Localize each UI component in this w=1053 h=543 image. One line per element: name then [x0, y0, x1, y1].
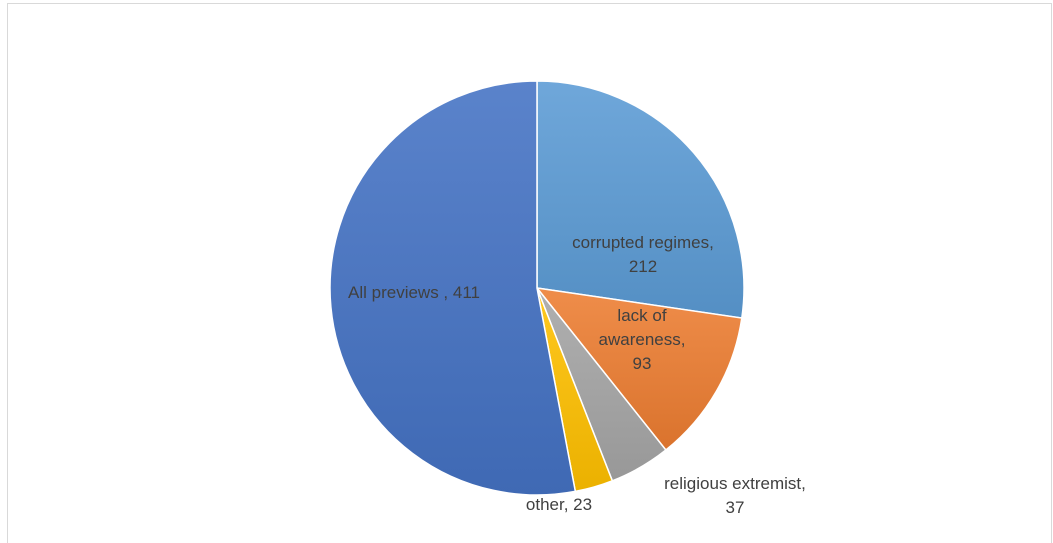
labels-layer: corrupted regimes, 212 lack of awareness, 93… — [348, 233, 806, 517]
slice-label-line: other, 23 — [526, 495, 592, 514]
slice-label-line: religious extremist, — [664, 474, 806, 493]
slice-label-1: lack of awareness, 93 — [599, 306, 686, 373]
pie-slice-0 — [536, 80, 745, 319]
slices-layer — [329, 80, 745, 496]
slice-label-line: awareness, — [599, 330, 686, 349]
slice-label-line: lack of — [617, 306, 666, 325]
slice-label-0: corrupted regimes, 212 — [572, 233, 714, 276]
slice-label-2: religious extremist, 37 — [664, 474, 806, 517]
slice-label-3: other, 23 — [526, 495, 592, 514]
slice-label-line: All previews , 411 — [348, 283, 480, 302]
slice-label-line: 93 — [633, 354, 652, 373]
slice-label-4: All previews , 411 — [348, 283, 480, 302]
slice-label-line: 37 — [726, 498, 745, 517]
slice-label-line: corrupted regimes, — [572, 233, 714, 252]
pie-slice-1 — [535, 286, 743, 452]
pie-slice-4 — [329, 80, 577, 496]
slice-label-line: 212 — [629, 257, 657, 276]
